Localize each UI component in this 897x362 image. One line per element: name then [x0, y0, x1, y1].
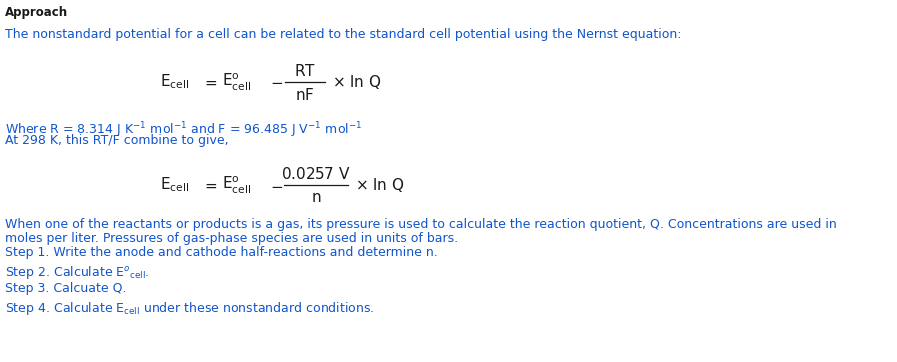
Text: The nonstandard potential for a cell can be related to the standard cell potenti: The nonstandard potential for a cell can…: [5, 28, 682, 41]
Text: $\mathregular{E_{cell}}$: $\mathregular{E_{cell}}$: [160, 73, 189, 91]
Text: $\mathregular{E^o_{cell}}$: $\mathregular{E^o_{cell}}$: [222, 71, 251, 93]
Text: $\times\ \mathrm{ln\ Q}$: $\times\ \mathrm{ln\ Q}$: [355, 176, 405, 194]
Text: $\mathregular{E^o_{cell}}$: $\mathregular{E^o_{cell}}$: [222, 174, 251, 195]
Text: $\mathregular{nF}$: $\mathregular{nF}$: [295, 87, 315, 103]
Text: Approach: Approach: [5, 6, 68, 19]
Text: $-$: $-$: [270, 75, 283, 89]
Text: $-$: $-$: [270, 177, 283, 193]
Text: Step 4. Calculate E$_{\mathregular{cell}}$ under these nonstandard conditions.: Step 4. Calculate E$_{\mathregular{cell}…: [5, 300, 374, 317]
Text: moles per liter. Pressures of gas-phase species are used in units of bars.: moles per liter. Pressures of gas-phase …: [5, 232, 458, 245]
Text: When one of the reactants or products is a gas, its pressure is used to calculat: When one of the reactants or products is…: [5, 218, 837, 231]
Text: Step 1. Write the anode and cathode half-reactions and determine n.: Step 1. Write the anode and cathode half…: [5, 246, 438, 259]
Text: $=$: $=$: [202, 75, 218, 89]
Text: At 298 K, this RT/F combine to give,: At 298 K, this RT/F combine to give,: [5, 134, 229, 147]
Text: $\times\ \mathrm{ln\ Q}$: $\times\ \mathrm{ln\ Q}$: [332, 73, 382, 91]
Text: Step 2. Calculate E$^o$$_{\mathregular{cell}}$.: Step 2. Calculate E$^o$$_{\mathregular{c…: [5, 264, 150, 281]
Text: $=$: $=$: [202, 177, 218, 193]
Text: Where R = 8.314 J K$^{-1}$ mol$^{-1}$ and F = 96.485 J V$^{-1}$ mol$^{-1}$: Where R = 8.314 J K$^{-1}$ mol$^{-1}$ an…: [5, 120, 362, 140]
Text: Step 3. Calcuate Q.: Step 3. Calcuate Q.: [5, 282, 126, 295]
Text: $\mathregular{n}$: $\mathregular{n}$: [311, 190, 321, 206]
Text: $\mathregular{0.0257\ V}$: $\mathregular{0.0257\ V}$: [282, 166, 351, 182]
Text: $\mathregular{E_{cell}}$: $\mathregular{E_{cell}}$: [160, 176, 189, 194]
Text: $\mathregular{RT}$: $\mathregular{RT}$: [294, 63, 316, 79]
